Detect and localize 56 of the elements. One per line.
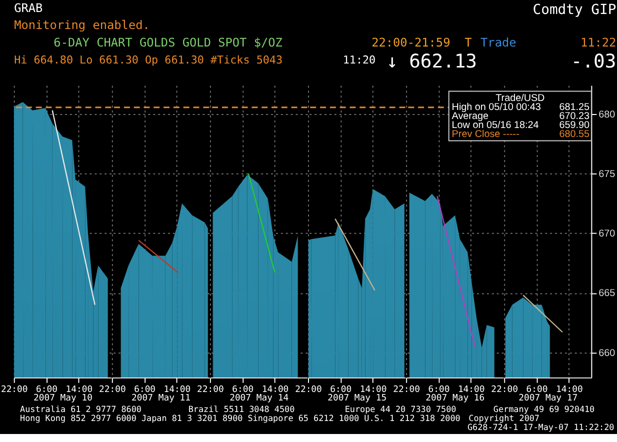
text: ↓ 662.13 [386,51,477,72]
y-tick-label: 675 [598,168,616,180]
text: T [464,36,472,50]
text: Monitoring enabled. [14,18,150,32]
text: Comdty GIP [532,2,616,18]
text: Germany 49 69 920410 [493,404,595,414]
x-axis-title: 2007 May 15 [328,394,387,404]
x-tick-label: 6:00 [526,384,548,395]
annotation: Low on 05/16 18:24 [452,120,540,131]
text: -.03 [570,51,616,72]
text: Hong Kong 852 2977 6000 Japan 81 3 3201 8900 Singapore 65 6212 1000 U.S. 1 212 318 2000 [20,413,460,424]
x-tick-label: 22:00 [99,384,126,395]
text: 22:00-21:59 [372,36,450,50]
text: Brazil 5511 3048 4500 [188,404,295,414]
x-tick-label: 14:00 [458,384,485,395]
annotation: High on 05/10 00:43 [452,102,542,114]
x-axis-title: 2007 May 11 [132,394,191,404]
x-tick-label: 14:00 [556,384,583,395]
text: Europe 44 20 7330 7500 [344,404,456,414]
annotation: 680.55 [559,128,590,140]
x-axis-title: 2007 May 10 [33,394,92,404]
text: 11:20 [342,53,376,66]
text: 11:22 [580,36,616,50]
x-axis-title: 2007 May 16 [426,394,485,404]
x-tick-label: 22:00 [197,384,224,395]
y-tick-label: 660 [598,348,616,359]
y-tick-label: 670 [598,228,616,240]
text: 6-DAY CHART GOLDS GOLD SPOT $/OZ [54,36,282,50]
x-tick-label: 22:00 [491,384,518,395]
x-tick-label: 14:00 [262,384,289,395]
x-tick-label: 14:00 [164,384,191,395]
x-tick-label: 6:00 [36,384,58,395]
x-tick-label: 14:00 [360,384,387,395]
text: G628-724-1 17-May-07 11:22:20 [467,422,614,432]
x-tick-label: 6:00 [330,384,352,395]
annotation: Average [452,110,489,122]
annotation: 659.90 [559,120,590,131]
x-axis-title: 2007 May 17 [518,394,578,404]
text: Copyright 2007 [468,413,540,424]
ref-line-label: Prev Close ----- [452,128,520,140]
x-axis-title: 2007 May 14 [230,394,289,404]
y-tick-label: 680 [598,109,616,120]
text: GRAB [14,0,43,15]
x-tick-label: 22:00 [0,384,28,395]
annotation: 670.23 [559,110,590,122]
annotation: 681.25 [559,102,590,114]
x-tick-label: 22:00 [393,384,420,395]
x-tick-label: 14:00 [66,384,93,395]
x-tick-label: 22:00 [295,384,322,395]
x-tick-label: 6:00 [134,384,156,395]
text: Trade [480,36,516,50]
x-tick-label: 6:00 [232,384,254,395]
text: Hi 664.80 Lo 661.30 Op 661.30 #Ticks 5043 [14,53,283,66]
y-tick-label: 665 [598,288,616,300]
text: Australia 61 2 9777 8600 [20,404,142,414]
x-tick-label: 6:00 [428,384,450,395]
